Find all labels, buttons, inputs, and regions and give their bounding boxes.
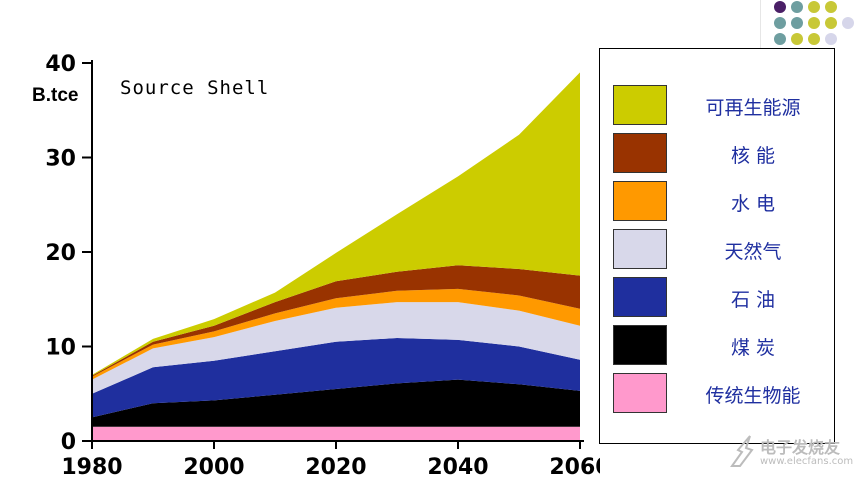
axes: 0 10 20 30 40 1980 2000 2020 2040 2060 <box>45 52 600 480</box>
decorative-dot <box>774 33 786 45</box>
legend: 可再生能源核 能水 电天然气石 油煤 炭传统生物能 <box>599 48 835 444</box>
decorative-dot <box>774 17 786 29</box>
legend-item: 传统生物能 <box>600 373 834 415</box>
y-tick-label: 30 <box>45 147 76 172</box>
decorative-dot <box>808 17 820 29</box>
watermark: 电子发烧友 www.elecfans.com <box>728 430 863 480</box>
source-label: Source Shell <box>120 77 269 99</box>
decorative-dot <box>774 1 786 13</box>
y-tick-label: 40 <box>45 52 76 77</box>
y-tick-label: 10 <box>45 336 76 361</box>
legend-label: 煤 炭 <box>730 337 776 359</box>
legend-label: 天然气 <box>724 241 782 263</box>
decorative-dot <box>825 33 837 45</box>
decorative-dot <box>791 17 803 29</box>
watermark-url: www.elecfans.com <box>760 456 854 467</box>
x-tick-label: 2040 <box>427 455 488 480</box>
legend-label: 核 能 <box>730 145 776 167</box>
legend-item: 核 能 <box>600 133 834 175</box>
area-series-3 <box>92 302 580 394</box>
legend-swatch <box>613 85 667 125</box>
legend-label: 石 油 <box>730 289 776 311</box>
watermark-logo-icon <box>730 435 754 467</box>
area-series-4 <box>92 288 580 380</box>
legend-swatch <box>613 373 667 413</box>
legend-item: 石 油 <box>600 277 834 319</box>
decorative-dot <box>825 1 837 13</box>
area-series-0 <box>92 426 580 441</box>
x-tick-label: 2020 <box>305 455 366 480</box>
decorative-dot <box>842 17 854 29</box>
decorative-dots <box>760 0 854 48</box>
area-series-5 <box>92 265 580 377</box>
legend-item: 煤 炭 <box>600 325 834 367</box>
decorative-dot <box>791 1 803 13</box>
y-axis-unit-label: B.tce <box>32 85 78 106</box>
area-series-1 <box>92 379 580 427</box>
legend-swatch <box>613 181 667 221</box>
legend-item: 天然气 <box>600 229 834 271</box>
x-tick-label: 2060 <box>549 455 600 480</box>
area-series-2 <box>92 338 580 418</box>
decorative-dot <box>808 33 820 45</box>
legend-label: 传统生物能 <box>705 385 801 407</box>
area-series-6 <box>92 72 580 376</box>
decorative-dot <box>791 33 803 45</box>
decorative-dot <box>808 1 820 13</box>
stacked-areas <box>92 72 580 441</box>
x-tick-label: 1980 <box>61 455 122 480</box>
x-tick-label: 2000 <box>183 455 244 480</box>
legend-label: 可再生能源 <box>705 97 801 119</box>
legend-item: 水 电 <box>600 181 834 223</box>
chart-area: 0 10 20 30 40 1980 2000 2020 2040 2060 B.tce Sour… <box>32 52 600 480</box>
y-tick-label: 0 <box>61 430 76 455</box>
legend-item: 可再生能源 <box>600 85 834 127</box>
y-tick-label: 20 <box>45 241 76 266</box>
decorative-dot <box>825 17 837 29</box>
legend-swatch <box>613 325 667 365</box>
legend-swatch <box>613 133 667 173</box>
watermark-text: 电子发烧友 <box>760 438 841 457</box>
legend-swatch <box>613 277 667 317</box>
legend-label: 水 电 <box>730 193 776 215</box>
legend-swatch <box>613 229 667 269</box>
